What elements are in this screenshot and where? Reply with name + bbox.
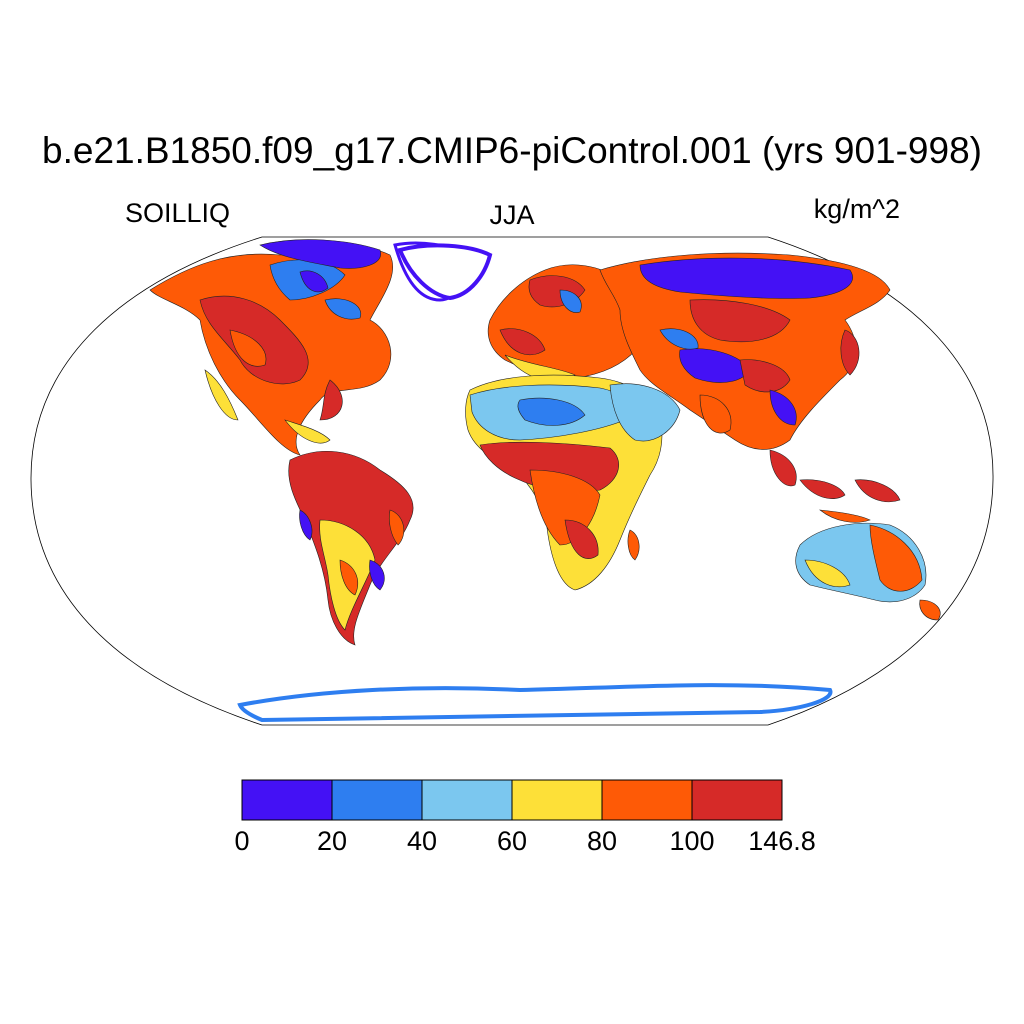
africa xyxy=(465,374,663,591)
colorbar-swatch-5 xyxy=(691,779,783,821)
asia xyxy=(599,252,891,450)
arabia xyxy=(609,383,681,442)
units-label: kg/m^2 xyxy=(813,194,900,224)
southeast-asia xyxy=(769,449,901,523)
colorbar-tick-label: 146.8 xyxy=(748,826,816,856)
colorbar-tick-label: 100 xyxy=(669,826,715,856)
colorbar-swatch-4 xyxy=(601,779,693,821)
europe xyxy=(487,264,645,382)
colorbar-tick-label: 60 xyxy=(496,826,528,856)
variable-label: SOILLIQ xyxy=(125,198,231,228)
colorbar-swatch-3 xyxy=(511,779,603,821)
colorbar-swatch-1 xyxy=(331,779,423,821)
antarctica xyxy=(237,683,833,723)
colorbar-swatch-0 xyxy=(241,779,333,821)
plot-title: b.e21.B1850.f09_g17.CMIP6-piControl.001 … xyxy=(42,130,982,171)
australia xyxy=(795,522,941,621)
season-label: JJA xyxy=(489,200,535,230)
colorbar-tick-label: 20 xyxy=(316,826,348,856)
colorbar-tick-label: 80 xyxy=(586,826,618,856)
greenland xyxy=(397,243,493,301)
colorbar xyxy=(241,779,783,821)
colorbar-tick-label: 0 xyxy=(234,826,250,856)
colorbar-tick-label: 40 xyxy=(406,826,438,856)
colorbar-swatch-2 xyxy=(421,779,513,821)
south-america xyxy=(288,451,414,646)
